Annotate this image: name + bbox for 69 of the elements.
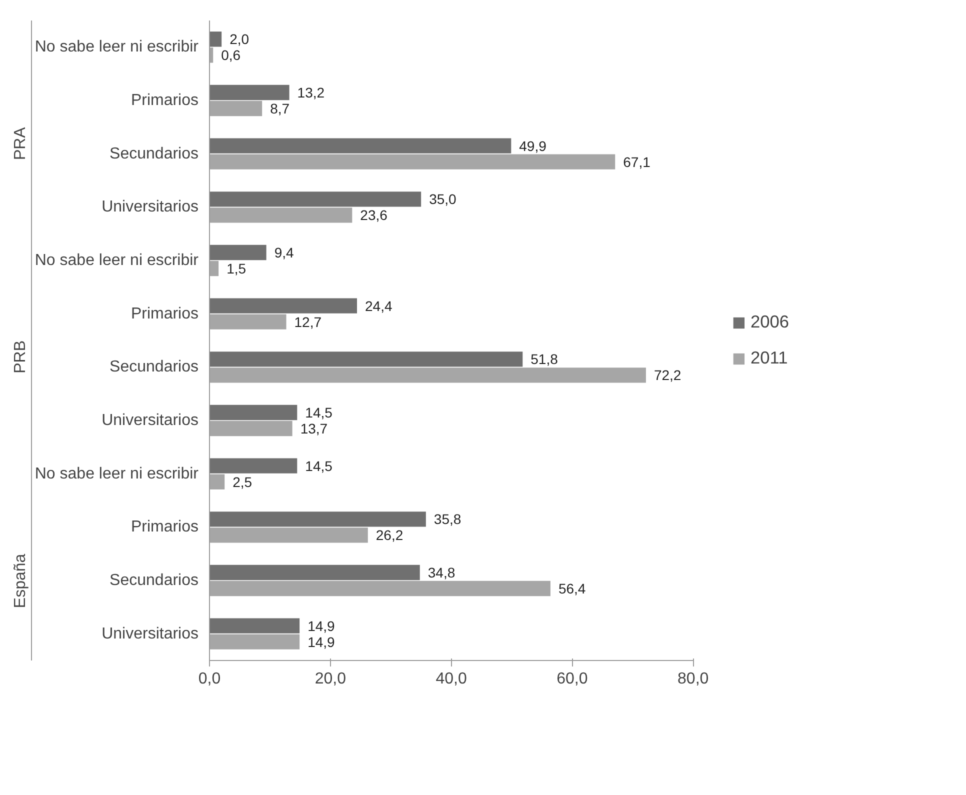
data-label: 49,9: [519, 138, 547, 154]
text: PRB: [12, 340, 29, 374]
bar: [210, 618, 300, 634]
text: PRA: [12, 126, 29, 160]
data-label: 14,5: [305, 404, 333, 420]
x-tick-label: 40,0: [436, 670, 467, 688]
bar: [210, 564, 420, 580]
data-label: 35,8: [434, 511, 462, 528]
data-label: 0,6: [221, 47, 241, 64]
bar: [210, 314, 286, 330]
y-tick-label: Primarios: [130, 305, 198, 322]
x-tick-label: 20,0: [314, 670, 346, 688]
data-label: 14,9: [308, 634, 336, 650]
bar: [210, 420, 292, 436]
data-label: 8,7: [270, 100, 290, 116]
y-tick-label: Secundarios: [110, 145, 199, 162]
bar: [210, 84, 290, 100]
data-label: 12,7: [294, 314, 322, 330]
text: España: [12, 554, 29, 608]
bar: [210, 32, 222, 47]
bar: [210, 100, 262, 116]
data-label: 13,7: [300, 420, 328, 436]
y-tick-label: Secundarios: [110, 572, 199, 589]
bar: [210, 634, 300, 650]
bar: [210, 512, 426, 527]
data-label: 26,2: [376, 527, 404, 544]
y-tick-label: Universitarios: [102, 625, 199, 642]
bar: [210, 244, 266, 260]
x-tick-label: 60,0: [556, 670, 588, 688]
y-tick-label: No sabe leer ni escribir: [34, 38, 200, 56]
bar: [210, 528, 368, 543]
y-tick-label: No sabe leer ni escribir: [34, 465, 200, 482]
bar: [210, 368, 646, 383]
bar: [210, 298, 357, 314]
data-label: 51,8: [530, 351, 558, 368]
bar: [210, 404, 298, 420]
bar: [210, 138, 512, 154]
data-label: 2,5: [232, 474, 252, 490]
data-label: 13,2: [297, 84, 325, 100]
data-label: 9,4: [274, 244, 294, 260]
data-label: 14,9: [308, 618, 336, 634]
data-label: 56,4: [558, 580, 586, 596]
y-tick-label: Primarios: [130, 92, 198, 109]
y-tick-label: No sabe leer ni escribir: [34, 252, 200, 269]
y-tick-label: Universitarios: [102, 198, 199, 216]
data-label: 2,0: [230, 31, 250, 48]
data-label: 1,5: [226, 260, 246, 276]
legend-label: 2006: [750, 312, 789, 332]
data-label: 34,8: [428, 564, 456, 580]
data-label: 23,6: [360, 207, 388, 224]
data-label: 67,1: [623, 154, 651, 170]
x-tick-label: 0,0: [198, 670, 221, 688]
x-tick-label: 80,0: [678, 670, 709, 688]
y-tick-label: Primarios: [130, 518, 198, 536]
data-label: 14,5: [305, 458, 333, 474]
y-tick-label: Secundarios: [110, 358, 199, 376]
bar: [210, 208, 352, 223]
bar: [210, 352, 523, 367]
bar: [210, 580, 550, 596]
data-label: 24,4: [365, 298, 392, 314]
bar: [210, 458, 298, 474]
y-tick-label: Universitarios: [102, 412, 199, 429]
bar: [210, 192, 422, 207]
bar: [210, 154, 616, 170]
bar: [210, 260, 219, 276]
data-label: 35,0: [429, 191, 457, 208]
legend-label: 2011: [750, 348, 788, 368]
bar: [210, 474, 225, 490]
data-label: 72,2: [654, 367, 682, 384]
